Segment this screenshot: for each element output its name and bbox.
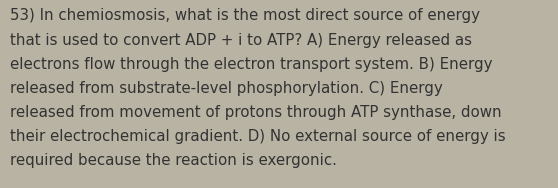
Text: their electrochemical gradient. D) No external source of energy is: their electrochemical gradient. D) No ex… xyxy=(10,129,506,144)
Text: released from movement of protons through ATP synthase, down: released from movement of protons throug… xyxy=(10,105,502,120)
Text: released from substrate-level phosphorylation. C) Energy: released from substrate-level phosphoryl… xyxy=(10,81,443,96)
Text: 53) In chemiosmosis, what is the most direct source of energy: 53) In chemiosmosis, what is the most di… xyxy=(10,8,480,24)
Text: required because the reaction is exergonic.: required because the reaction is exergon… xyxy=(10,153,337,168)
Text: electrons flow through the electron transport system. B) Energy: electrons flow through the electron tran… xyxy=(10,57,493,72)
Text: that is used to convert ADP + i to ATP? A) Energy released as: that is used to convert ADP + i to ATP? … xyxy=(10,33,472,48)
